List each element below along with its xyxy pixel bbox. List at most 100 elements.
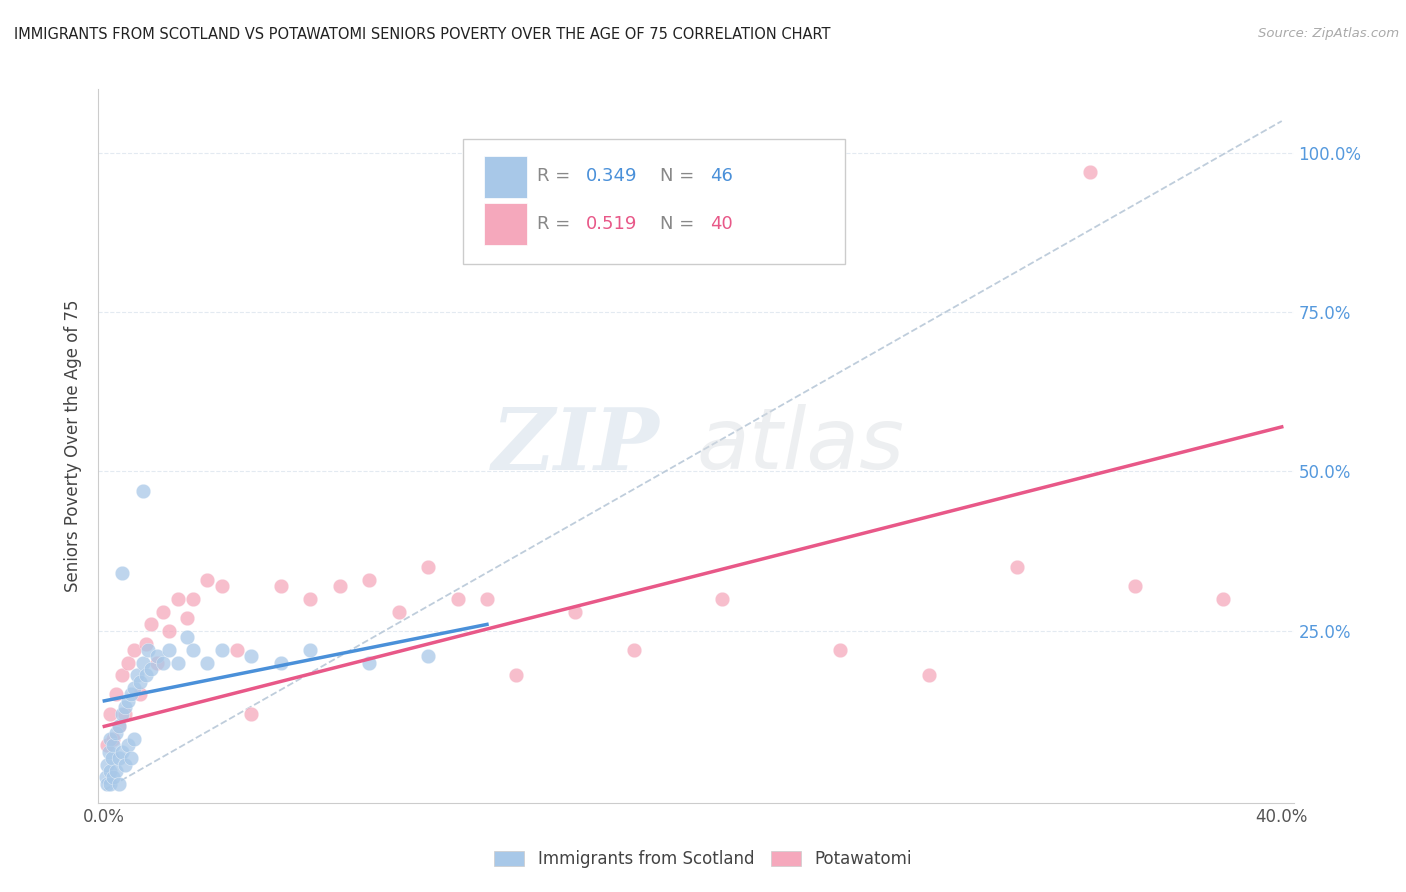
Point (131, 656, 153, 670)
Point (125, 668, 148, 682)
Point (101, 770, 124, 784)
Text: 0.349: 0.349 (586, 168, 637, 186)
Point (111, 668, 134, 682)
Legend: Immigrants from Scotland, Potawatomi: Immigrants from Scotland, Potawatomi (488, 844, 918, 875)
Point (111, 706, 134, 721)
Point (101, 732, 124, 747)
Point (146, 649, 169, 664)
Point (1080, 165, 1102, 179)
Point (195, 656, 218, 670)
Point (111, 566, 134, 581)
Point (270, 656, 292, 670)
Point (117, 739, 139, 753)
Point (98, 732, 121, 747)
Point (131, 483, 153, 498)
Point (299, 643, 322, 657)
Point (211, 643, 233, 657)
Point (100, 751, 122, 765)
Point (475, 591, 498, 606)
Point (416, 649, 439, 664)
Text: 40: 40 (710, 215, 733, 233)
Point (117, 694, 139, 708)
Point (108, 719, 131, 733)
Point (134, 636, 156, 650)
Point (108, 751, 131, 765)
Point (167, 656, 190, 670)
Point (128, 674, 150, 689)
Point (105, 764, 128, 778)
Point (211, 579, 233, 593)
Point (122, 643, 145, 657)
Point (167, 591, 190, 606)
Point (1123, 579, 1146, 593)
Point (152, 656, 174, 670)
Point (299, 591, 322, 606)
Text: Source: ZipAtlas.com: Source: ZipAtlas.com (1258, 27, 1399, 40)
Text: ZIP: ZIP (492, 404, 661, 488)
Point (97, 745, 120, 759)
Text: R =: R = (537, 168, 576, 186)
Point (101, 739, 124, 753)
Point (240, 649, 263, 664)
Point (120, 688, 142, 702)
FancyBboxPatch shape (485, 203, 527, 245)
Point (711, 591, 734, 606)
Point (98, 777, 121, 791)
Point (359, 656, 381, 670)
Point (446, 591, 468, 606)
Point (114, 757, 136, 772)
Text: IMMIGRANTS FROM SCOTLAND VS POTAWATOMI SENIORS POVERTY OVER THE AGE OF 75 CORREL: IMMIGRANTS FROM SCOTLAND VS POTAWATOMI S… (14, 27, 831, 42)
Y-axis label: Seniors Poverty Over the Age of 75: Seniors Poverty Over the Age of 75 (65, 300, 83, 592)
Point (329, 579, 352, 593)
Point (225, 643, 247, 657)
Point (270, 579, 292, 593)
Point (98, 706, 121, 721)
Text: atlas: atlas (696, 404, 904, 488)
Point (141, 617, 163, 632)
Point (505, 668, 527, 682)
Point (108, 777, 131, 791)
Point (138, 643, 160, 657)
Point (96, 757, 118, 772)
Point (105, 688, 128, 702)
Text: N =: N = (661, 215, 700, 233)
FancyBboxPatch shape (485, 155, 527, 198)
Point (120, 751, 142, 765)
Point (181, 591, 204, 606)
Point (128, 688, 150, 702)
Point (108, 719, 131, 733)
Text: N =: N = (661, 168, 700, 186)
Point (416, 560, 439, 574)
Point (157, 624, 180, 638)
Point (181, 643, 204, 657)
Point (830, 643, 852, 657)
Text: R =: R = (537, 215, 576, 233)
Point (114, 700, 136, 714)
Point (134, 668, 156, 682)
Point (117, 656, 139, 670)
Point (564, 605, 586, 619)
Point (152, 605, 174, 619)
Point (240, 706, 263, 721)
Text: 46: 46 (710, 168, 733, 186)
Point (114, 706, 136, 721)
Point (98, 764, 121, 778)
Text: 0.519: 0.519 (586, 215, 637, 233)
Point (176, 611, 198, 625)
Point (388, 605, 411, 619)
Point (96, 739, 118, 753)
Point (105, 725, 128, 739)
Point (917, 668, 939, 682)
Point (623, 643, 645, 657)
Point (1212, 591, 1234, 606)
Point (359, 573, 381, 587)
Point (146, 656, 169, 670)
Point (122, 681, 145, 695)
Point (111, 745, 134, 759)
Point (94, 770, 117, 784)
Point (1005, 560, 1028, 574)
Point (195, 573, 218, 587)
Point (176, 630, 198, 644)
Point (96, 777, 118, 791)
Point (157, 643, 180, 657)
